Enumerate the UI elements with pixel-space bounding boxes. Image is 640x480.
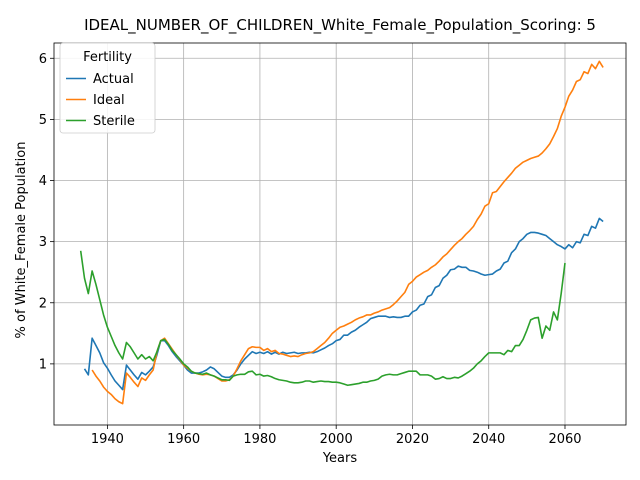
legend-label-actual: Actual (93, 72, 134, 87)
x-tick-label: 1980 (243, 432, 276, 447)
legend-frame (59, 42, 156, 134)
legend-title: Fertility (83, 50, 132, 65)
legend: Fertility Actual Ideal Sterile (59, 42, 156, 134)
chart-title: IDEAL_NUMBER_OF_CHILDREN_White_Female_Po… (84, 16, 596, 35)
x-tick-label: 2020 (396, 432, 429, 447)
y-axis: 1 2 3 4 5 6 (39, 52, 54, 372)
legend-label-sterile: Sterile (93, 114, 135, 129)
series-line-sterile (79, 250, 566, 387)
y-tick-label: 3 (39, 235, 47, 250)
x-axis: 1940 1960 1980 2000 2020 2040 2060 (91, 425, 582, 447)
legend-items: Actual Ideal Sterile (66, 72, 135, 129)
y-tick-label: 5 (39, 113, 47, 128)
series-line-ideal (91, 60, 604, 405)
x-tick-label: 2040 (472, 432, 505, 447)
series-lines (79, 60, 604, 405)
x-tick-label: 1960 (167, 432, 200, 447)
y-tick-label: 2 (39, 296, 47, 311)
x-tick-label: 2060 (548, 432, 581, 447)
legend-label-ideal: Ideal (93, 93, 125, 108)
y-tick-label: 1 (39, 357, 47, 372)
y-axis-label: % of White_Female Population (14, 142, 29, 339)
y-tick-label: 6 (39, 52, 47, 67)
x-tick-label: 1940 (91, 432, 124, 447)
x-axis-label: Years (322, 451, 358, 466)
plot-frame (53, 42, 627, 426)
x-tick-label: 2000 (320, 432, 353, 447)
y-tick-label: 4 (39, 174, 47, 189)
